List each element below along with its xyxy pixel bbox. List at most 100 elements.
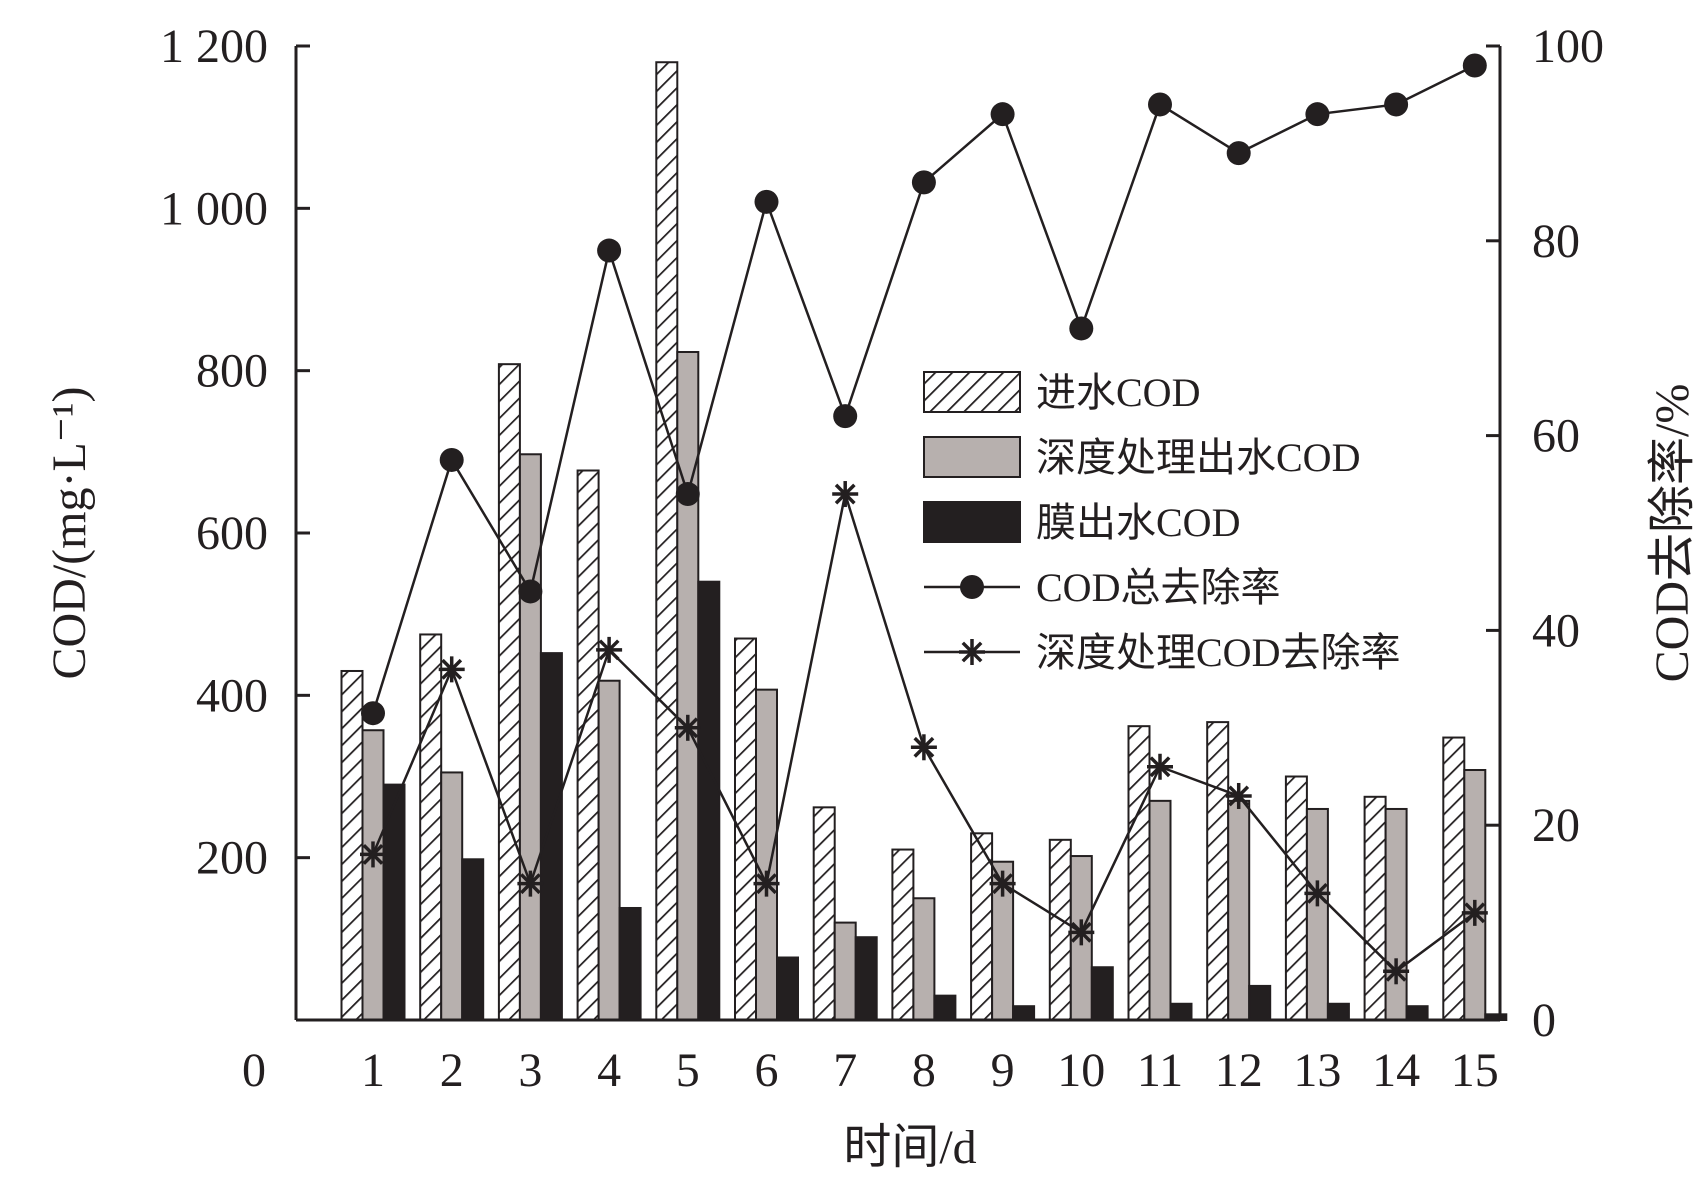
asterisk-stroke — [677, 717, 699, 739]
x-tick-label: 3 — [518, 1044, 542, 1097]
circle-point-day-8 — [911, 170, 936, 195]
bar-3-day-2 — [461, 858, 485, 1021]
circle-point-day-7 — [833, 404, 858, 429]
asterisk-stroke — [441, 658, 463, 680]
asterisk-stroke — [834, 483, 856, 505]
x-tick-label: 2 — [440, 1044, 464, 1097]
bar-2-day-2 — [440, 771, 464, 1021]
left-tick-label: 400 — [196, 669, 268, 722]
asterisk-point-day-9 — [989, 870, 1016, 897]
x-tick-label: 12 — [1215, 1044, 1263, 1097]
left-tick-label: 200 — [196, 832, 268, 885]
bar-2-day-7 — [833, 921, 857, 1021]
asterisk-point-day-8 — [910, 734, 937, 761]
bar-2-day-1 — [361, 729, 385, 1021]
bar-1-day-10 — [1048, 838, 1072, 1021]
asterisk-stroke — [1306, 882, 1328, 904]
x-tick-label: 10 — [1057, 1044, 1105, 1097]
bar-3-day-6 — [776, 956, 799, 1021]
right-tick-label: 60 — [1532, 410, 1580, 463]
bar-3-day-3 — [539, 652, 563, 1021]
asterisk-stroke — [961, 641, 983, 663]
bar-1-day-13 — [1284, 775, 1308, 1021]
left-tick-label: 600 — [196, 507, 268, 560]
bar-2-day-12 — [1227, 799, 1251, 1021]
x-tick-label: 7 — [833, 1044, 857, 1097]
asterisk-point-day-1 — [360, 841, 386, 868]
legend-label-4: COD总去除率 — [1036, 565, 1280, 610]
bar-3-day-13 — [1326, 1002, 1350, 1021]
legend-swatch-3 — [923, 501, 1021, 543]
right-tick-label: 80 — [1532, 215, 1580, 268]
asterisk-stroke — [1149, 756, 1171, 778]
x-axis-title: 时间/d — [843, 1121, 976, 1174]
asterisk-point-day-2 — [438, 656, 465, 683]
legend-circle-marker — [960, 575, 984, 599]
bar-1-day-2 — [419, 633, 443, 1021]
bar-2-day-5 — [676, 350, 700, 1021]
x-tick-label: 4 — [597, 1044, 621, 1097]
bar-2-day-11 — [1148, 799, 1172, 1021]
asterisk-stroke — [362, 843, 384, 865]
bar-2-day-13 — [1305, 807, 1329, 1022]
bar-2-day-6 — [755, 688, 778, 1021]
left-tick-label: 1 000 — [160, 182, 268, 235]
legend-swatch-2 — [923, 436, 1021, 478]
bar-1-day-3 — [497, 363, 521, 1021]
x-tick-label: 14 — [1372, 1044, 1420, 1097]
line-series-1 — [361, 53, 1487, 726]
circle-point-day-4 — [597, 238, 622, 263]
asterisk-point-day-7 — [832, 481, 859, 508]
asterisk-point-day-14 — [1383, 958, 1410, 985]
asterisk-stroke — [1385, 960, 1407, 982]
legend-label-5: 深度处理COD去除率 — [1036, 630, 1400, 675]
legend-label-3: 膜出水COD — [1036, 500, 1240, 545]
asterisk-point-day-15 — [1461, 899, 1488, 926]
asterisk-stroke — [519, 873, 541, 895]
circle-point-day-10 — [1069, 316, 1094, 341]
bar-3-day-11 — [1169, 1002, 1193, 1021]
bar-3-day-10 — [1090, 966, 1114, 1021]
bar-3-day-12 — [1248, 984, 1272, 1021]
x-tick-label: 5 — [676, 1044, 700, 1097]
circle-point-day-11 — [1148, 92, 1172, 117]
left-tick-label: 1 200 — [160, 20, 268, 73]
right-axis-title: COD去除率/% — [1646, 384, 1699, 683]
x-origin-label: 0 — [242, 1044, 266, 1097]
asterisk-point-day-11 — [1147, 753, 1173, 780]
asterisk-stroke — [598, 639, 620, 661]
circle-point-day-12 — [1226, 141, 1251, 166]
x-tick-label: 15 — [1451, 1044, 1499, 1097]
left-axis-title: COD/(mg·L⁻¹) — [43, 386, 96, 679]
bar-1-day-15 — [1442, 736, 1466, 1021]
asterisk-point-day-5 — [674, 714, 701, 741]
asterisk-point-day-10 — [1068, 919, 1095, 946]
circle-point-day-3 — [518, 579, 543, 604]
right-tick-label: 100 — [1532, 20, 1604, 73]
bar-2-day-3 — [518, 453, 542, 1022]
bar-3-day-5 — [697, 580, 721, 1021]
bar-1-day-5 — [655, 61, 679, 1021]
bar-1-day-11 — [1127, 725, 1151, 1022]
circle-point-day-5 — [675, 482, 700, 507]
bar-2-day-14 — [1384, 807, 1408, 1022]
bar-1-day-12 — [1206, 721, 1230, 1021]
legend-label-1: 进水COD — [1036, 370, 1200, 415]
x-tick-label: 6 — [755, 1044, 779, 1097]
bar-3-day-7 — [854, 936, 878, 1022]
bar-3-day-9 — [1012, 1005, 1036, 1021]
legend-swatch-1 — [923, 371, 1021, 413]
x-tick-label: 13 — [1293, 1044, 1341, 1097]
x-tick-label: 9 — [991, 1044, 1015, 1097]
asterisk-stroke — [1228, 785, 1250, 807]
x-tick-label: 11 — [1137, 1044, 1183, 1097]
bar-1-day-14 — [1363, 795, 1387, 1022]
legend-label-2: 深度处理出水COD — [1036, 435, 1360, 480]
x-tick-label: 8 — [912, 1044, 936, 1097]
circle-point-day-13 — [1305, 102, 1330, 127]
bar-3-day-8 — [933, 994, 957, 1022]
bar-1-day-8 — [891, 848, 915, 1021]
